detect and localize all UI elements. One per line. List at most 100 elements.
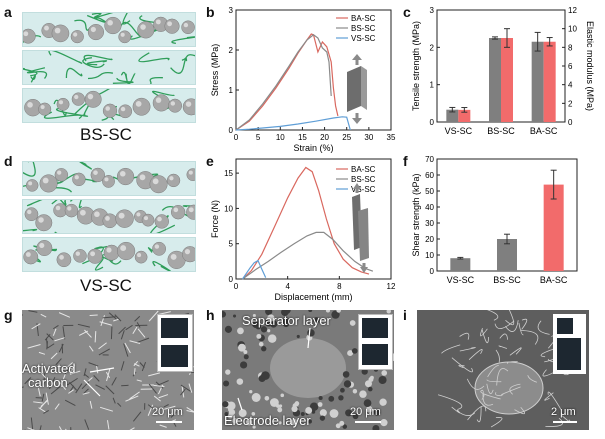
y-tick-label: 2 xyxy=(430,43,435,52)
carbon-particle-highlight xyxy=(152,178,159,185)
carbon-particle-highlight xyxy=(57,170,62,175)
texture-fiber xyxy=(480,327,488,337)
carbon-particle-highlight xyxy=(155,97,162,103)
y2-tick-label: 0 xyxy=(568,118,573,127)
texture-flake xyxy=(50,386,61,395)
chart-c-tensile-modulus: 0 1 2 3 Tensile strength (MPa) 0 2 4 6 8 10 12 Elast… xyxy=(403,6,603,156)
texture-particle xyxy=(343,380,352,388)
series-line-ba-sc xyxy=(242,166,370,280)
arrow-up-icon-stem xyxy=(355,60,359,65)
series-line-bs-sc xyxy=(235,34,332,131)
annotation-arrows xyxy=(237,327,311,411)
texture-flake xyxy=(98,348,110,356)
texture-flake xyxy=(65,428,67,430)
x-tick-label: 0 xyxy=(234,133,239,142)
texture-flake xyxy=(31,323,41,330)
carbon-particle xyxy=(51,24,70,43)
texture-flake xyxy=(188,383,193,393)
binder-fiber xyxy=(181,54,195,61)
carbon-particle xyxy=(24,207,39,222)
binder-fiber xyxy=(86,60,108,66)
x-tick-label: 15 xyxy=(298,133,307,142)
texture-particle xyxy=(328,395,335,402)
arrow-up-icon-stem xyxy=(355,189,359,193)
texture-flake xyxy=(124,342,131,354)
binder-fiber xyxy=(152,90,175,100)
texture-fiber xyxy=(514,406,526,415)
texture-flake xyxy=(53,325,59,330)
texture-particle xyxy=(340,387,345,393)
carbon-particle xyxy=(103,244,120,261)
texture-flake xyxy=(54,403,60,410)
y-tick-label: 70 xyxy=(425,155,434,164)
chart-e-force-displacement: 0 5 10 15 Force (N) 0 4 8 12 Displacement (mm) BA-… xyxy=(206,155,401,305)
texture-particle xyxy=(233,314,237,318)
texture-fiber xyxy=(504,320,519,332)
x-tick-label: 10 xyxy=(276,133,285,142)
texture-particle xyxy=(236,378,244,385)
texture-flake xyxy=(69,370,81,375)
texture-flake xyxy=(129,427,135,430)
carbon-particle xyxy=(102,175,115,188)
texture-flake xyxy=(89,400,93,409)
x-axis-label: Strain (%) xyxy=(293,143,333,153)
carbon-particle-highlight xyxy=(155,19,161,25)
legend-label: BS-SC xyxy=(351,24,376,33)
texture-flake xyxy=(107,420,110,430)
texture-particle xyxy=(300,411,305,416)
texture-fiber xyxy=(505,310,515,326)
texture-flake xyxy=(39,425,42,430)
texture-particle xyxy=(291,418,298,425)
texture-flake xyxy=(163,404,169,408)
panel-label-i: i xyxy=(403,307,407,323)
carbon-particle-highlight xyxy=(120,245,127,252)
carbon-particle-highlight xyxy=(75,251,80,256)
texture-particle xyxy=(249,390,253,394)
texture-fiber xyxy=(527,375,538,383)
texture-flake xyxy=(58,381,67,390)
y-tick-label: 15 xyxy=(224,169,233,178)
y-tick-label: 0 xyxy=(229,275,234,284)
carbon-particle xyxy=(134,250,148,264)
x-tick-label: BS-SC xyxy=(487,126,515,136)
texture-particle xyxy=(237,327,244,335)
texture-particle xyxy=(351,348,358,354)
carbon-particle-highlight xyxy=(87,93,94,100)
carbon-particle-highlight xyxy=(27,102,33,108)
carbon-particle xyxy=(73,249,87,263)
texture-flake xyxy=(88,377,93,382)
carbon-particle xyxy=(164,18,180,34)
sem-image-i: 2 μm xyxy=(417,310,589,430)
y2-tick-label: 8 xyxy=(568,43,573,52)
carbon-particle-highlight xyxy=(118,212,125,219)
texture-fiber xyxy=(468,349,483,360)
y-tick-label: 20 xyxy=(425,235,434,244)
texture-particle xyxy=(347,350,354,357)
carbon-particle xyxy=(104,16,122,35)
carbon-particle xyxy=(118,104,133,119)
texture-fiber xyxy=(467,405,487,421)
carbon-particle-highlight xyxy=(183,22,189,28)
carbon-particle xyxy=(35,214,53,232)
texture-flake xyxy=(82,392,90,395)
texture-flake xyxy=(113,318,120,322)
texture-fiber xyxy=(544,392,554,401)
arrow-down-icon xyxy=(352,118,362,124)
scale-bar xyxy=(553,421,577,423)
carbon-particle xyxy=(149,175,168,194)
texture-flake xyxy=(45,392,49,405)
carbon-particle xyxy=(170,205,186,220)
texture-flake xyxy=(189,371,194,374)
texture-fiber xyxy=(496,368,509,386)
plot-frame xyxy=(235,158,392,280)
binder-fiber xyxy=(112,77,134,84)
texture-fiber xyxy=(487,365,499,378)
texture-flake xyxy=(153,384,165,388)
legend-label: BA-SC xyxy=(351,165,376,174)
bar-vs-sc xyxy=(450,258,471,271)
panel-label-h: h xyxy=(206,307,215,323)
panel-label-e: e xyxy=(206,153,214,169)
texture-flake xyxy=(105,385,115,395)
binder-fiber xyxy=(150,215,176,233)
texture-particle xyxy=(283,321,290,328)
